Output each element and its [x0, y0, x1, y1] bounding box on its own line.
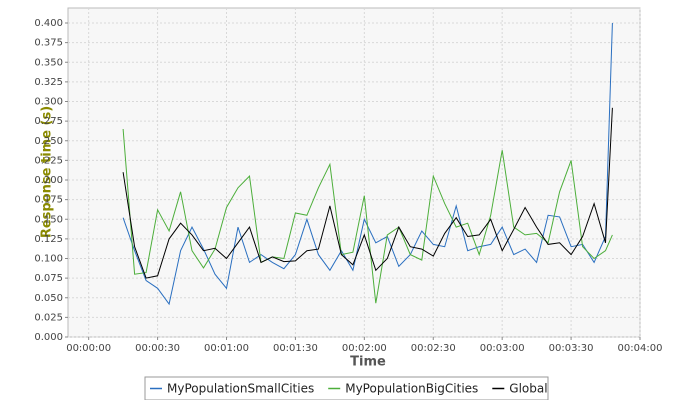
y-tick-label: 0.100	[34, 254, 63, 265]
y-tick-label: 0.000	[34, 332, 63, 343]
x-tick-label: 00:04:00	[618, 343, 663, 354]
y-tick-label: 0.175	[34, 195, 63, 206]
x-axis-label: Time	[350, 355, 386, 370]
y-tick-label: 0.050	[34, 293, 63, 304]
y-tick-label: 0.275	[34, 116, 63, 127]
y-tick-label: 0.150	[34, 214, 63, 225]
x-tick-label: 00:02:30	[411, 343, 456, 354]
legend-label: Global	[509, 382, 547, 396]
series-line	[122, 22, 613, 306]
x-tick-label: 00:02:00	[342, 343, 387, 354]
series-line	[122, 128, 613, 304]
legend-label: MyPopulationSmallCities	[167, 382, 314, 396]
y-tick-label: 0.300	[34, 97, 63, 108]
y-tick-label: 0.025	[34, 312, 63, 323]
y-tick-label: 0.375	[34, 38, 63, 49]
y-axis-label: Response time (s)	[40, 106, 55, 238]
legend-label: MyPopulationBigCities	[345, 382, 478, 396]
y-tick-label: 0.250	[34, 136, 63, 147]
y-tick-label: 0.200	[34, 175, 63, 186]
x-tick-label: 00:03:00	[480, 343, 525, 354]
series-line	[122, 107, 613, 279]
y-tick-label: 0.325	[34, 77, 63, 88]
y-tick-label: 0.125	[34, 234, 63, 245]
x-tick-label: 00:01:30	[273, 343, 318, 354]
x-tick-label: 00:01:00	[204, 343, 249, 354]
y-tick-label: 0.400	[34, 18, 63, 29]
x-tick-label: 00:00:30	[135, 343, 180, 354]
x-tick-label: 00:00:00	[66, 343, 111, 354]
y-tick-label: 0.350	[34, 57, 63, 68]
y-tick-label: 0.075	[34, 273, 63, 284]
y-tick-label: 0.225	[34, 155, 63, 166]
x-tick-label: 00:03:30	[549, 343, 594, 354]
plot-area	[67, 7, 641, 338]
legend	[144, 376, 549, 400]
